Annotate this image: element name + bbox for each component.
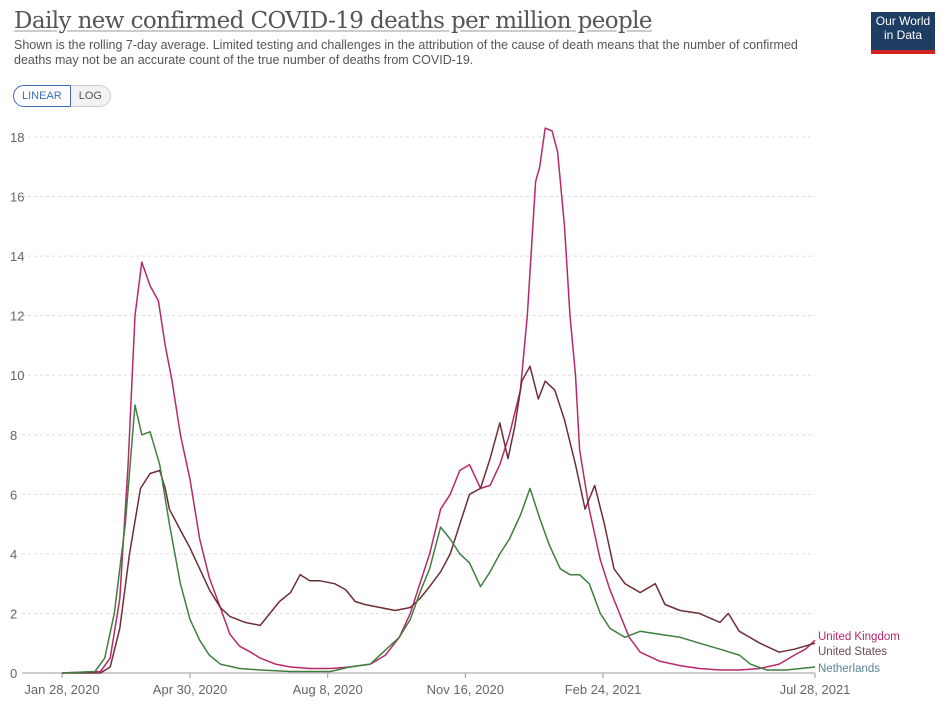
logo-line-2: in Data (883, 28, 923, 42)
y-tick-label: 14 (10, 249, 24, 264)
series-line-united-kingdom (61, 127, 816, 674)
x-tick-label: Nov 16, 2020 (427, 682, 504, 697)
y-tick-label: 12 (10, 309, 24, 324)
logo-line-1: Our World (875, 14, 931, 28)
x-tick-label: Jul 28, 2021 (780, 682, 851, 697)
x-tick-label: Feb 24, 2021 (565, 682, 642, 697)
linear-scale-button[interactable]: LINEAR (13, 85, 71, 107)
chart-title: Daily new confirmed COVID-19 deaths per … (14, 8, 653, 34)
y-tick-label: 18 (10, 130, 24, 145)
series-label: United Kingdom (818, 631, 900, 643)
chart-subtitle: Shown is the rolling 7-day average. Limi… (14, 38, 798, 67)
scale-toggle: LINEAR LOG (13, 85, 111, 107)
owid-logo[interactable]: Our World in Data (871, 12, 935, 54)
log-scale-button[interactable]: LOG (70, 85, 111, 107)
y-tick-label: 2 (10, 606, 17, 621)
x-tick-label: Apr 30, 2020 (153, 682, 227, 697)
x-tick-label: Jan 28, 2020 (24, 682, 99, 697)
y-tick-label: 8 (10, 428, 17, 443)
series-label: United States (818, 646, 887, 658)
series-line-united-states (62, 365, 816, 674)
x-tick-label: Aug 8, 2020 (293, 682, 363, 697)
series-line-netherlands (61, 404, 816, 674)
y-tick-label: 6 (10, 487, 17, 502)
y-tick-label: 4 (10, 547, 17, 562)
y-tick-label: 10 (10, 368, 24, 383)
y-tick-label: 16 (10, 190, 24, 205)
y-tick-label: 0 (10, 666, 17, 681)
series-label: Netherlands (818, 663, 880, 675)
